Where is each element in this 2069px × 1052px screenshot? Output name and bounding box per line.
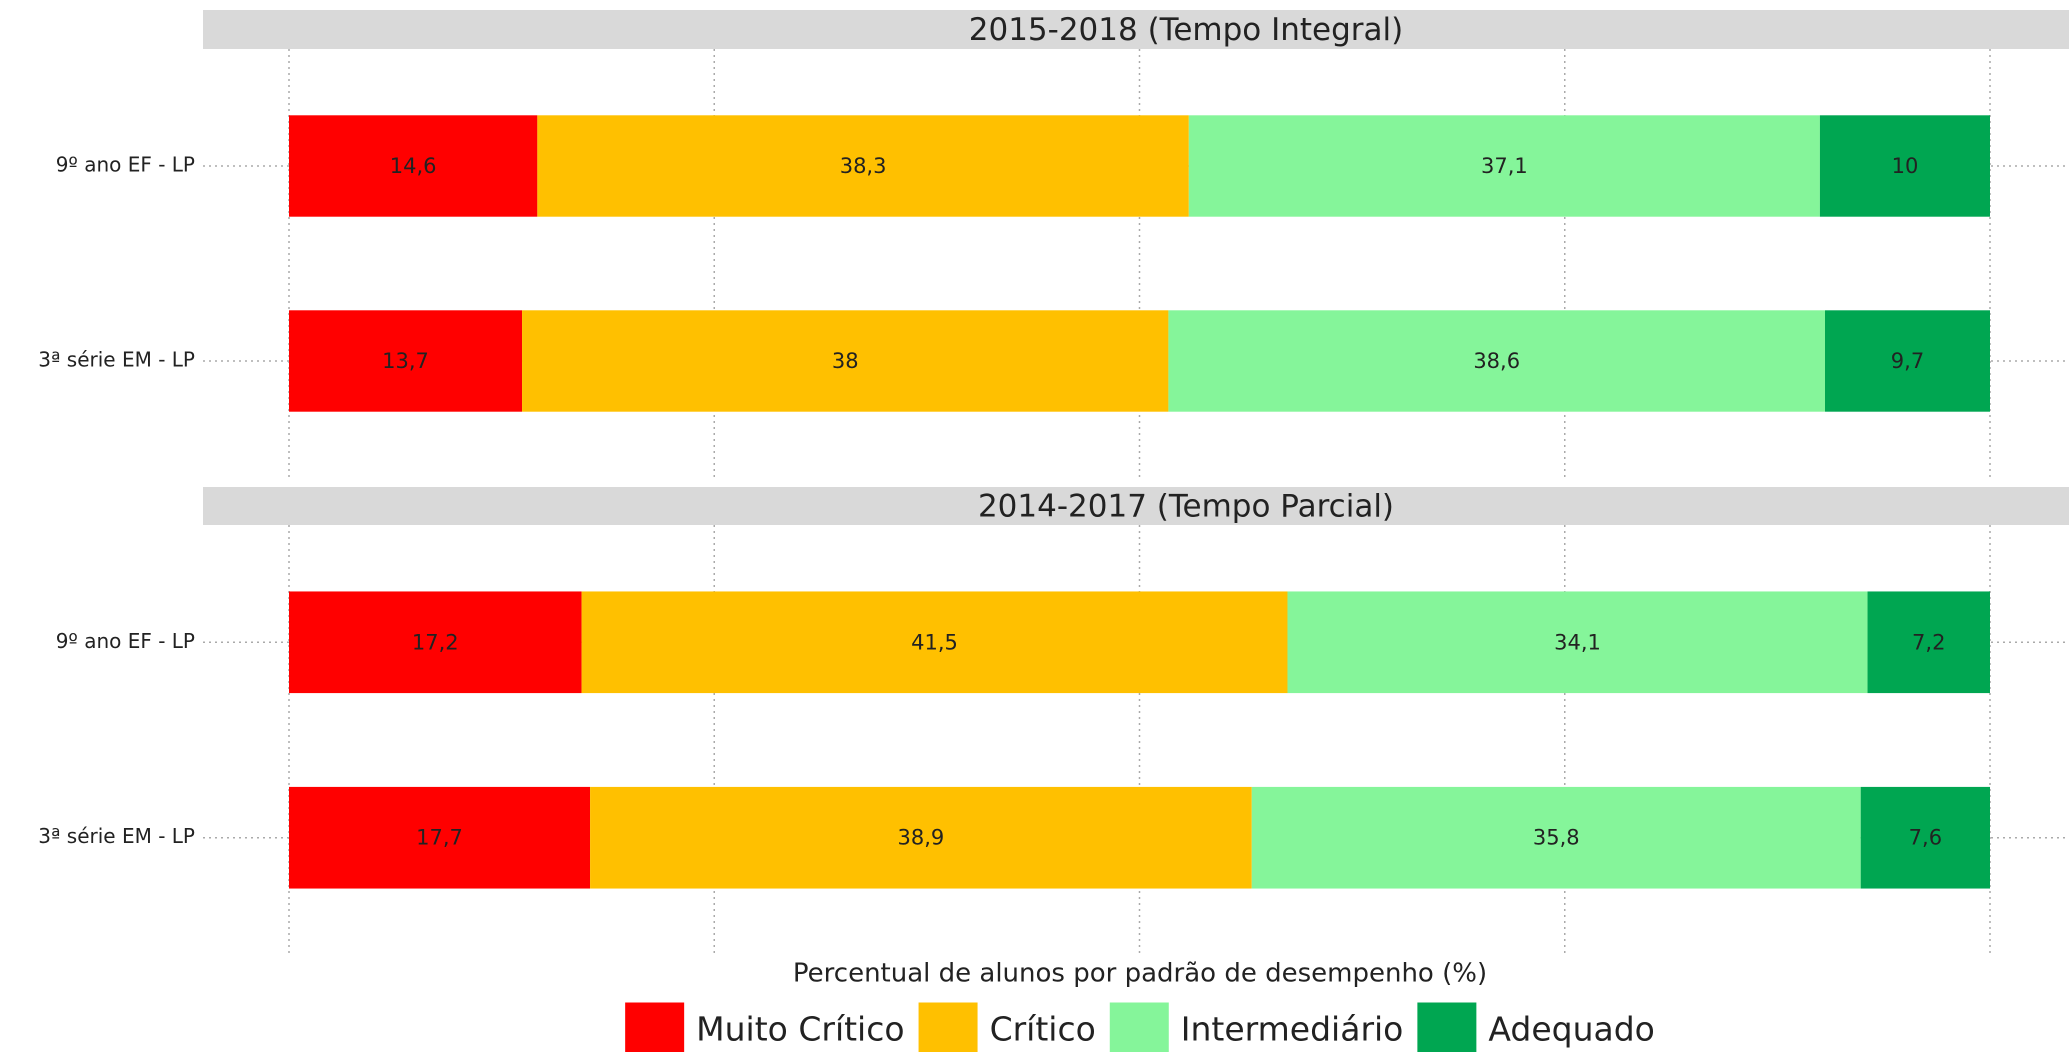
legend-label: Intermediário xyxy=(1181,1010,1404,1049)
bar-segment xyxy=(522,310,1169,412)
legend-swatch xyxy=(625,1002,685,1052)
bar-segment xyxy=(1287,591,1868,694)
legend-label: Muito Crítico xyxy=(696,1010,904,1049)
strip xyxy=(203,10,2069,49)
value-label: 7,6 xyxy=(1909,826,1942,850)
value-label: 35,8 xyxy=(1533,826,1580,850)
value-label: 38,9 xyxy=(898,826,945,850)
y-tick-label: 3ª série EM - LP xyxy=(38,824,195,848)
bar-segment xyxy=(581,591,1288,694)
value-label: 38 xyxy=(832,349,859,373)
value-label: 37,1 xyxy=(1481,154,1528,178)
value-label: 38,3 xyxy=(840,154,887,178)
y-tick-label: 3ª série EM - LP xyxy=(38,348,195,372)
legend-label: Adequado xyxy=(1488,1010,1654,1049)
bar-segment xyxy=(1188,115,1820,217)
value-label: 38,6 xyxy=(1473,349,1520,373)
value-label: 34,1 xyxy=(1554,630,1601,654)
bar-segment xyxy=(289,310,523,412)
bar-segment xyxy=(1860,786,1990,889)
value-label: 7,2 xyxy=(1912,630,1945,654)
value-label: 17,2 xyxy=(412,630,459,654)
bar-segment xyxy=(1825,310,1990,412)
panel-title: 2015-2018 (Tempo Integral) xyxy=(969,12,1404,48)
bar-segment xyxy=(1867,591,1990,694)
value-label: 13,7 xyxy=(382,349,429,373)
strip xyxy=(203,487,2069,525)
y-tick-label: 9º ano EF - LP xyxy=(56,629,195,653)
bar-segment xyxy=(289,786,591,889)
bar-segment xyxy=(590,786,1252,889)
y-tick-label: 9º ano EF - LP xyxy=(56,153,195,177)
value-label: 14,6 xyxy=(390,154,437,178)
legend-swatch xyxy=(918,1002,978,1052)
value-label: 10 xyxy=(1892,154,1919,178)
value-label: 17,7 xyxy=(416,826,463,850)
bar-segment xyxy=(289,115,538,217)
value-label: 9,7 xyxy=(1891,349,1924,373)
value-label: 41,5 xyxy=(911,630,958,654)
panel-title: 2014-2017 (Tempo Parcial) xyxy=(978,489,1394,525)
bar-segment xyxy=(1819,115,1990,217)
legend-label: Crítico xyxy=(990,1010,1096,1049)
x-axis-label: Percentual de alunos por padrão de desem… xyxy=(793,959,1487,989)
bar-segment xyxy=(289,591,582,694)
bar-segment xyxy=(537,115,1189,217)
bar-segment xyxy=(1251,786,1861,889)
bar-segment xyxy=(1168,310,1826,412)
legend-swatch xyxy=(1417,1002,1477,1052)
legend-swatch xyxy=(1109,1002,1169,1052)
